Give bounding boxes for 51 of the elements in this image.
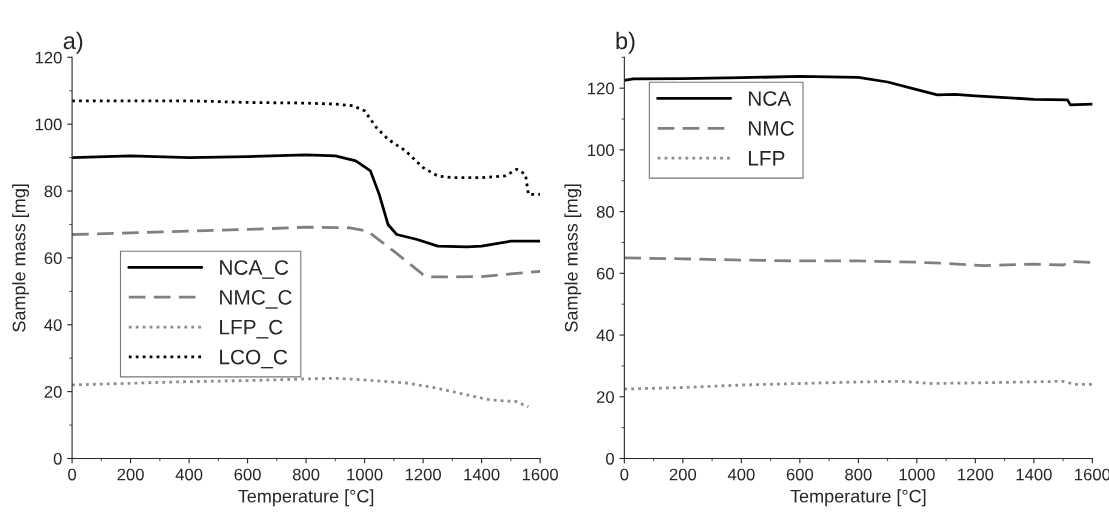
y-tick-label: 60 xyxy=(44,252,62,265)
x-tick-label: 1200 xyxy=(405,468,441,481)
line-series xyxy=(624,256,1093,267)
line-series xyxy=(72,153,541,249)
y-tick-label: 0 xyxy=(606,452,614,465)
y-tick-label: 0 xyxy=(53,452,62,465)
line-series xyxy=(624,379,1093,391)
x-tick-label: 1200 xyxy=(958,468,994,481)
y-axis-title: Sample mass [mg] xyxy=(564,184,582,332)
x-axis-title: Temperature [°C] xyxy=(790,489,926,507)
x-tick-label: 800 xyxy=(845,468,872,481)
y-tick-label: 40 xyxy=(596,329,614,342)
legend-label: NCA xyxy=(748,91,792,106)
x-tick-label: 1600 xyxy=(522,468,558,481)
x-tick-label: 600 xyxy=(234,468,261,481)
legend-label: LFP xyxy=(748,151,785,166)
y-tick-label: 40 xyxy=(44,319,62,331)
legend-label: LFP_C xyxy=(220,319,283,339)
chart-title: a) xyxy=(63,31,83,54)
y-axis-title: Sample mass [mg] xyxy=(12,184,29,332)
x-tick-label: 600 xyxy=(786,468,814,481)
x-axis-title: Temperature [°C] xyxy=(238,489,374,507)
x-tick-label: 1000 xyxy=(899,468,935,481)
y-tick-label: 20 xyxy=(44,386,62,398)
y-tick-label: 80 xyxy=(596,206,614,218)
x-tick-label: 200 xyxy=(669,468,697,481)
chart-title: b) xyxy=(616,31,635,54)
y-tick-label: 120 xyxy=(35,51,62,64)
y-tick-label: 100 xyxy=(35,118,62,131)
y-tick-label: 80 xyxy=(44,185,62,198)
legend-label: NCA_C xyxy=(220,260,289,279)
y-tick-label: 120 xyxy=(588,82,614,95)
line-series xyxy=(72,99,541,196)
y-tick-label: 20 xyxy=(596,391,614,403)
x-tick-label: 200 xyxy=(117,468,144,481)
legend-label: LCO_C xyxy=(220,349,288,369)
x-tick-label: 1000 xyxy=(347,468,383,481)
line-series xyxy=(624,75,1093,107)
legend-label: NMC xyxy=(748,121,794,136)
x-tick-label: 0 xyxy=(68,468,77,481)
x-tick-label: 400 xyxy=(727,468,755,481)
x-tick-label: 400 xyxy=(175,468,203,481)
line-series xyxy=(72,225,541,279)
legend-label: NMC_C xyxy=(220,289,292,309)
line-series xyxy=(72,376,530,409)
x-tick-label: 0 xyxy=(620,468,629,481)
x-tick-label: 1400 xyxy=(464,468,500,481)
y-tick-label: 60 xyxy=(596,267,614,280)
x-tick-label: 1400 xyxy=(1016,468,1052,481)
x-tick-label: 800 xyxy=(292,468,320,481)
y-tick-label: 100 xyxy=(588,144,614,157)
